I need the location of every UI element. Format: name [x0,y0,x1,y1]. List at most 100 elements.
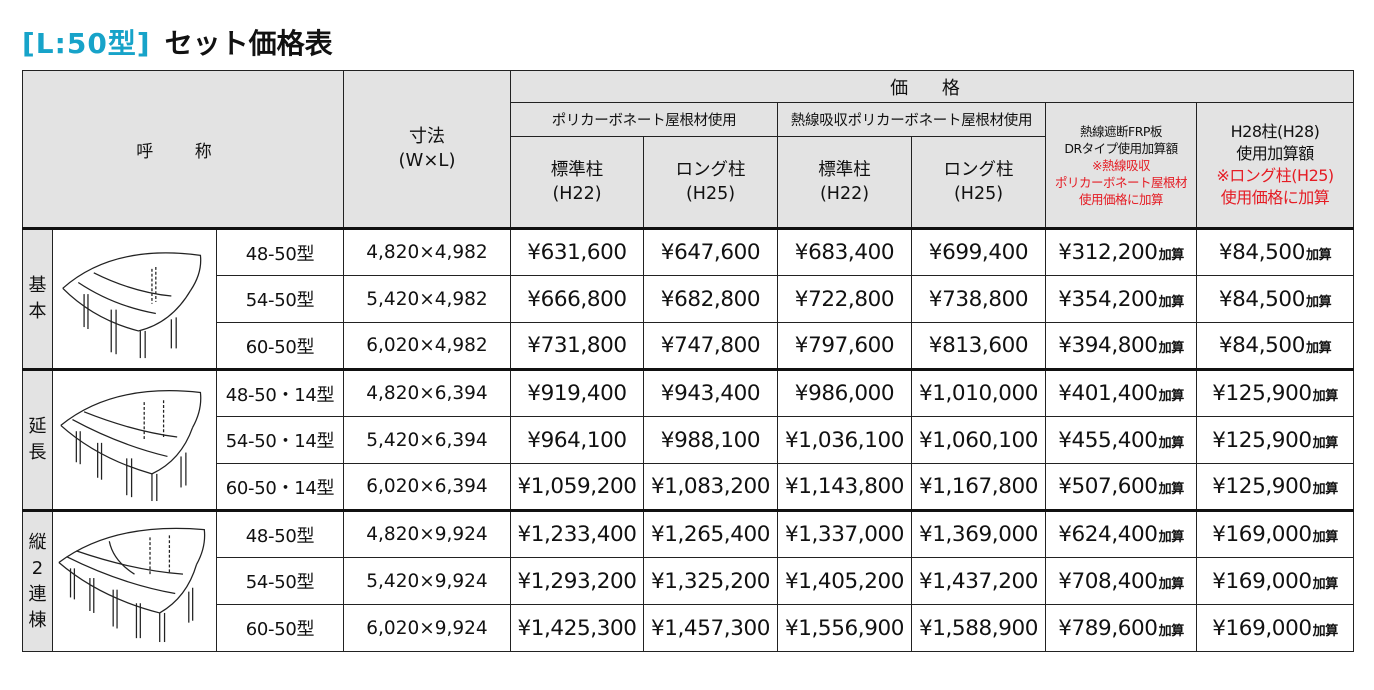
addition-suffix: 加算 [1312,576,1339,592]
table-row: 54-50型 5,420×4,982 ¥666,800 ¥682,800 ¥72… [23,275,1355,323]
header-std-pillar-poly: 標準柱 (H22) [510,136,644,229]
addition-amount: ¥789,600 [1058,615,1158,641]
addition-suffix: 加算 [1158,248,1185,263]
dimensions: 5,420×6,394 [343,416,511,464]
model-name: 54-50型 [216,275,344,323]
header-std-pillar-heat: 標準柱 (H22) [777,136,912,229]
addition-suffix: 加算 [1305,248,1332,263]
addition-amount: ¥312,200 [1058,240,1158,265]
carport-basic-icon [62,251,202,358]
h28-addition: ¥169,000加算 [1195,557,1355,605]
addition-amount: ¥169,000 [1212,568,1312,594]
table-row: 54-50型 5,420×9,924 ¥1,293,200 ¥1,325,200… [23,557,1355,605]
col-label: ロング柱 [675,160,746,180]
price-heat-std: ¥1,556,900 [777,604,912,652]
addition-amount: ¥125,900 [1212,427,1312,453]
frp-addition: ¥401,400加算 [1045,368,1197,417]
price-heat-long: ¥699,400 [911,227,1046,276]
header-frp-title: 熱線遮断FRP板 [1080,123,1162,139]
price-poly-std: ¥1,425,300 [510,604,644,652]
header-size: 寸法 (W×L) [343,70,511,229]
header-h28-title: H28柱(H28) [1230,122,1320,141]
category-label-basic: 基本 [22,227,53,370]
price-heat-std: ¥986,000 [777,368,912,417]
h28-addition: ¥84,500加算 [1195,275,1355,323]
price-poly-long: ¥1,265,400 [643,509,778,558]
category-label-double: 縦2連棟 [22,509,53,652]
addition-suffix: 加算 [1312,530,1339,545]
header-h28-note-1: ※ロング柱(H25) [1216,166,1334,185]
frp-addition: ¥394,800加算 [1045,322,1197,370]
price-heat-std: ¥797,600 [777,322,912,370]
h28-addition: ¥125,900加算 [1195,463,1355,511]
col-sub: (H25) [685,184,736,204]
col-label: 標準柱 [550,160,604,180]
price-poly-std: ¥964,100 [510,416,644,464]
dimensions: 6,020×6,394 [343,463,511,511]
price-heat-long: ¥813,600 [911,322,1046,370]
carport-double-icon [58,527,206,643]
price-poly-long: ¥747,800 [643,322,778,370]
h28-addition: ¥125,900加算 [1195,368,1355,417]
model-name: 60-50・14型 [216,463,344,511]
price-poly-long: ¥1,457,300 [643,604,778,652]
category-label-extended: 延長 [22,368,53,511]
frp-addition: ¥708,400加算 [1045,557,1197,605]
model-name: 60-50型 [216,322,344,370]
addition-amount: ¥507,600 [1058,474,1158,499]
model-name: 48-50・14型 [216,368,344,417]
addition-amount: ¥401,400 [1058,381,1158,406]
header-polycarbonate: ポリカーボネート屋根材使用 [510,102,778,137]
frp-addition: ¥624,400加算 [1045,509,1197,558]
h28-addition: ¥169,000加算 [1195,604,1355,652]
h28-addition: ¥84,500加算 [1195,322,1355,370]
table-row: 縦2連棟 48-50型 [22,509,1355,652]
col-label: ロング柱 [943,160,1014,180]
price-heat-long: ¥1,437,200 [911,557,1046,605]
price-poly-std: ¥631,600 [510,227,644,276]
addition-amount: ¥84,500 [1218,240,1306,265]
price-heat-std: ¥1,036,100 [777,416,912,464]
h28-addition: ¥84,500加算 [1195,227,1355,276]
header-price: 価 格 [509,70,1355,103]
price-heat-std: ¥1,143,800 [777,463,912,511]
header-frp-note-2: ポリカーボネート屋根材 [1054,174,1188,190]
addition-amount: ¥125,900 [1212,474,1312,499]
carport-basic-illustration [52,227,217,370]
frp-addition: ¥312,200加算 [1045,227,1197,276]
addition-suffix: 加算 [1312,435,1339,451]
header-long-pillar-heat: ロング柱 (H25) [911,136,1046,229]
price-heat-long: ¥738,800 [911,275,1046,323]
addition-amount: ¥169,000 [1212,522,1312,547]
price-heat-long: ¥1,060,100 [911,416,1046,464]
price-heat-std: ¥1,405,200 [777,557,912,605]
model-name: 54-50型 [216,557,344,605]
price-table: 呼 称 寸法 (W×L) 価 格 ポリカーボネート屋根材使用 熱線吸収ポリカーボ… [22,70,1355,652]
model-name: 48-50型 [216,227,344,276]
header-h28-note-2: 使用価格に加算 [1220,188,1330,207]
table-row: 延長 48-50・14型 4,820×6,394 [22,368,1355,511]
page-title: [L:50型] セット価格表 [22,22,333,62]
header-long-pillar-poly: ロング柱 (H25) [643,136,778,229]
addition-amount: ¥169,000 [1212,615,1312,641]
carport-double-illustration [52,509,217,652]
price-heat-long: ¥1,167,800 [911,463,1046,511]
price-poly-long: ¥943,400 [643,368,778,417]
price-heat-std: ¥722,800 [777,275,912,323]
addition-suffix: 加算 [1158,435,1185,451]
addition-suffix: 加算 [1158,341,1185,356]
header-size-unit: (W×L) [398,150,456,171]
addition-amount: ¥708,400 [1058,568,1158,594]
addition-suffix: 加算 [1158,576,1185,592]
price-heat-long: ¥1,369,000 [911,509,1046,558]
header-frp-note-3: 使用価格に加算 [1078,191,1164,207]
table-row: 60-50型 6,020×9,924 ¥1,425,300 ¥1,457,300… [23,604,1355,652]
header-frp-subtitle: DRタイプ使用加算額 [1064,140,1178,156]
price-heat-std: ¥1,337,000 [777,509,912,558]
header-name: 呼 称 [22,70,344,229]
col-sub: (H22) [552,184,602,204]
price-heat-long: ¥1,588,900 [911,604,1046,652]
header-frp-note-1: ※熱線吸収 [1092,157,1150,173]
dimensions: 5,420×4,982 [343,275,511,323]
addition-amount: ¥84,500 [1218,286,1306,312]
